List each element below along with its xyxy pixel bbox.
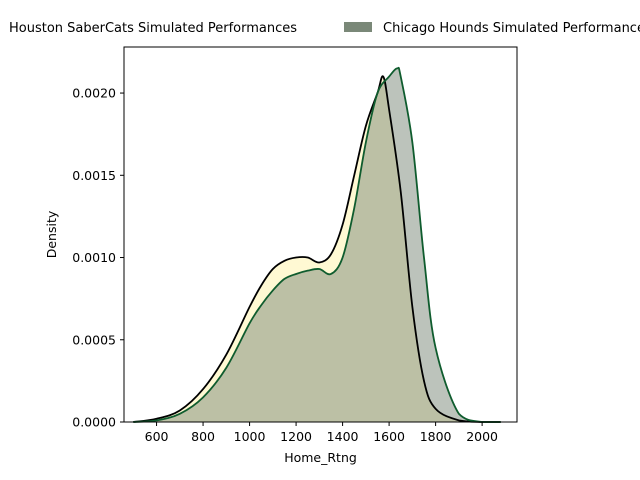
x-tick-label: 600: [145, 429, 169, 444]
y-tick-label: 0.0005: [72, 332, 116, 347]
legend-label-1: Chicago Hounds Simulated Performances: [383, 21, 640, 36]
y-tick-label: 0.0015: [72, 168, 116, 183]
x-tick-label: 1000: [234, 429, 266, 444]
series-layer: [133, 66, 501, 423]
x-tick-label: 2000: [466, 429, 498, 444]
legend-label-0: Houston SaberCats Simulated Performances: [9, 21, 297, 36]
series-line-1: [133, 66, 501, 423]
y-tick-label: 0.0010: [72, 250, 116, 265]
x-tick-label: 1600: [373, 429, 405, 444]
y-tick-label: 0.0000: [72, 415, 116, 430]
series-line-0: [133, 75, 501, 423]
y-tick-label: 0.0020: [72, 86, 116, 101]
x-tick-label: 1200: [280, 429, 312, 444]
legend: Houston SaberCats Simulated Performances…: [9, 21, 640, 36]
x-tick-label: 1800: [420, 429, 452, 444]
x-tick-label: 800: [191, 429, 215, 444]
legend-swatch-1: [344, 22, 372, 32]
plot-frame: [123, 46, 518, 423]
x-axis: 600 800 1000 1200 1400 1600 1800 2000: [145, 422, 498, 444]
x-axis-title: Home_Rtng: [284, 450, 357, 465]
x-tick-label: 1400: [327, 429, 359, 444]
y-axis-title: Density: [44, 210, 59, 258]
y-axis: 0.0000 0.0005 0.0010 0.0015 0.0020: [72, 86, 124, 430]
series-area-1: [133, 67, 501, 423]
